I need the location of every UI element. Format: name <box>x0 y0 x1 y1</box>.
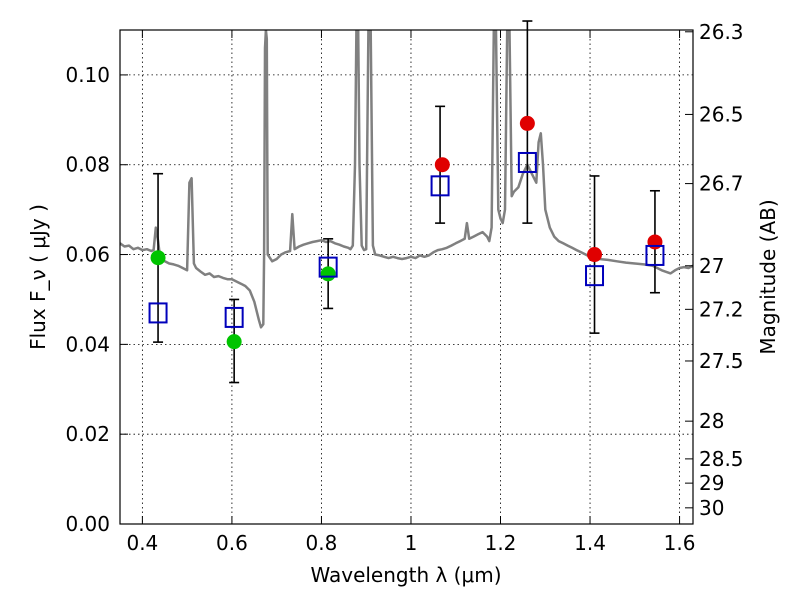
right-tick-label: 28 <box>699 409 724 433</box>
series-layer <box>120 30 693 329</box>
data-point <box>434 157 450 173</box>
x-tick-label: 1 <box>405 531 418 555</box>
y-axis-label: Flux F_ν ( μJy ) <box>26 204 50 350</box>
right-tick-label: 27 <box>699 254 724 278</box>
data-point <box>150 250 166 266</box>
x-tick-label: 1.4 <box>574 531 606 555</box>
x-tick-label: 0.4 <box>126 531 158 555</box>
x-tick-label: 0.8 <box>306 531 338 555</box>
y-axis: 0.00 0.02 0.04 0.06 0.08 0.10 <box>65 63 128 536</box>
data-point <box>226 334 242 350</box>
model-point <box>224 306 244 328</box>
model-point <box>148 302 168 324</box>
right-tick-label: 30 <box>699 496 724 520</box>
right-tick-label: 28.5 <box>699 447 744 471</box>
y-tick-label: 0.06 <box>65 243 110 267</box>
model-point <box>585 265 605 287</box>
x-axis: 0.4 0.6 0.8 1 1.2 1.4 1.6 <box>126 30 695 555</box>
right-tick-label: 27.2 <box>699 297 744 321</box>
model-point <box>318 256 338 278</box>
data-point <box>587 247 603 263</box>
right-tick-label: 26.3 <box>699 20 744 44</box>
right-tick-label: 26.7 <box>699 172 744 196</box>
y-tick-label: 0.10 <box>65 63 110 87</box>
x-tick-label: 1.2 <box>485 531 517 555</box>
data-point <box>519 115 535 131</box>
y-tick-label: 0.08 <box>65 153 110 177</box>
plot-frame <box>119 29 694 525</box>
right-axis-label: Magnitude (AB) <box>756 199 780 354</box>
model-point <box>645 244 665 266</box>
right-tick-label: 27.5 <box>699 349 744 373</box>
x-axis-label: Wavelength λ (μm) <box>310 563 501 587</box>
markers-layer <box>148 20 665 384</box>
model-point <box>430 175 450 197</box>
y-tick-label: 0.02 <box>65 422 110 446</box>
plot-background <box>120 30 693 524</box>
y-tick-label: 0.04 <box>65 332 110 356</box>
right-tick-label: 29 <box>699 471 724 495</box>
x-tick-label: 1.6 <box>664 531 696 555</box>
spectrum-line <box>120 30 693 329</box>
x-tick-label: 0.6 <box>216 531 248 555</box>
data-point <box>647 234 663 250</box>
y-tick-label: 0.00 <box>65 512 110 536</box>
right-tick-label: 26.5 <box>699 102 744 126</box>
model-point <box>517 151 537 173</box>
data-point <box>320 266 336 282</box>
